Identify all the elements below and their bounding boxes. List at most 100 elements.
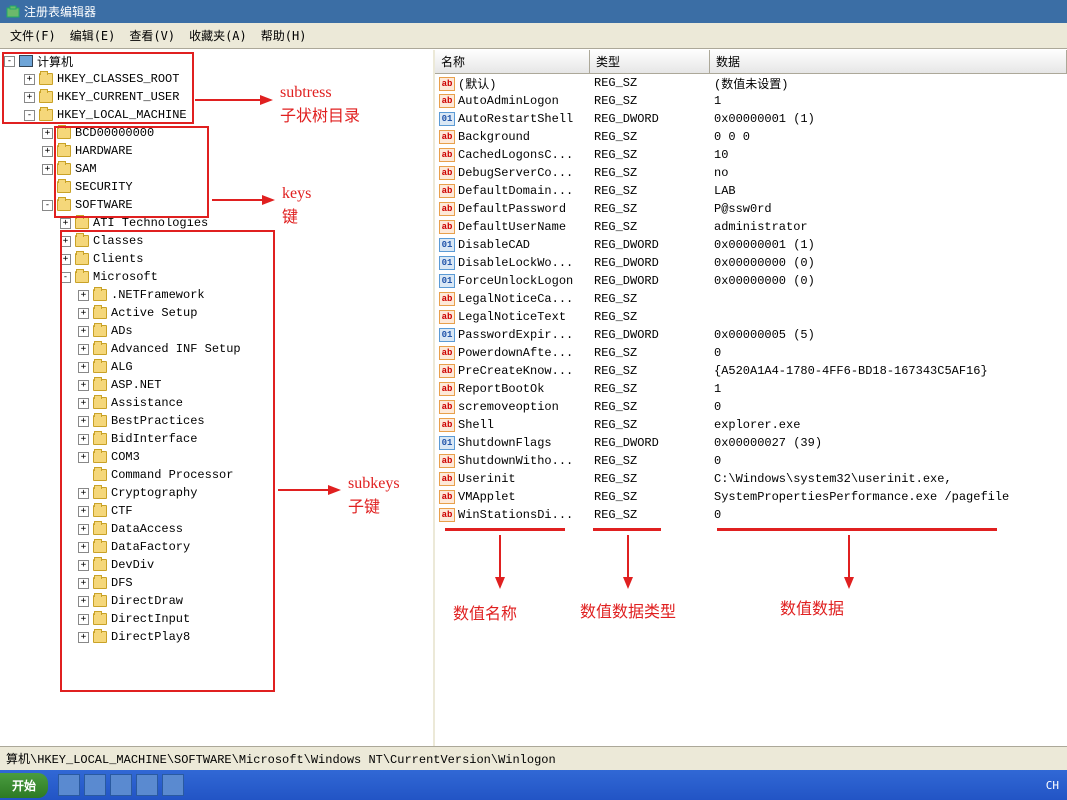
taskbar-icon[interactable]	[110, 774, 132, 796]
value-row[interactable]: abCachedLogonsC...REG_SZ10	[435, 146, 1067, 164]
expand-icon[interactable]: +	[78, 578, 89, 589]
tree-item[interactable]: +DevDiv	[0, 556, 433, 574]
tree-item[interactable]: +.NETFramework	[0, 286, 433, 304]
tree-item[interactable]: +SAM	[0, 160, 433, 178]
menu-view[interactable]: 查看(V)	[123, 25, 181, 46]
taskbar[interactable]: 开始 CH	[0, 770, 1067, 800]
tree-item[interactable]: +ASP.NET	[0, 376, 433, 394]
expand-icon[interactable]: +	[78, 326, 89, 337]
tree-item[interactable]: +BidInterface	[0, 430, 433, 448]
tree-item[interactable]: +Assistance	[0, 394, 433, 412]
taskbar-icon[interactable]	[58, 774, 80, 796]
expand-icon[interactable]: -	[4, 56, 15, 67]
value-row[interactable]: 01DisableLockWo...REG_DWORD0x00000000 (0…	[435, 254, 1067, 272]
expand-icon[interactable]: +	[78, 398, 89, 409]
tree-item[interactable]: +Clients	[0, 250, 433, 268]
value-row[interactable]: abShutdownWitho...REG_SZ0	[435, 452, 1067, 470]
tree-item[interactable]: +Classes	[0, 232, 433, 250]
col-header-name[interactable]: 名称	[435, 50, 590, 73]
expand-icon[interactable]: +	[78, 524, 89, 535]
value-row[interactable]: 01DisableCADREG_DWORD0x00000001 (1)	[435, 236, 1067, 254]
expand-icon[interactable]: +	[78, 452, 89, 463]
tree-item[interactable]: +Cryptography	[0, 484, 433, 502]
value-row[interactable]: 01AutoRestartShellREG_DWORD0x00000001 (1…	[435, 110, 1067, 128]
value-row[interactable]: abAutoAdminLogonREG_SZ1	[435, 92, 1067, 110]
expand-icon[interactable]: +	[78, 416, 89, 427]
tree-root[interactable]: - 计算机	[0, 52, 433, 70]
expand-icon[interactable]: +	[78, 488, 89, 499]
value-row[interactable]: abPreCreateKnow...REG_SZ{A520A1A4-1780-4…	[435, 362, 1067, 380]
col-header-type[interactable]: 类型	[590, 50, 710, 73]
expand-icon[interactable]: +	[78, 506, 89, 517]
taskbar-icon[interactable]	[136, 774, 158, 796]
value-row[interactable]: abBackgroundREG_SZ0 0 0	[435, 128, 1067, 146]
tree-item[interactable]: +BCD00000000	[0, 124, 433, 142]
taskbar-icon[interactable]	[162, 774, 184, 796]
start-button[interactable]: 开始	[0, 773, 48, 798]
expand-icon[interactable]: +	[78, 542, 89, 553]
expand-icon[interactable]: +	[78, 380, 89, 391]
tree-item[interactable]: +DataFactory	[0, 538, 433, 556]
value-row[interactable]: abDebugServerCo...REG_SZno	[435, 164, 1067, 182]
expand-icon[interactable]: +	[42, 164, 53, 175]
expand-icon[interactable]: +	[60, 254, 71, 265]
tree-panel[interactable]: - 计算机 +HKEY_CLASSES_ROOT+HKEY_CURRENT_US…	[0, 50, 435, 746]
expand-icon[interactable]: +	[60, 218, 71, 229]
expand-icon[interactable]: -	[24, 110, 35, 121]
expand-icon[interactable]: -	[60, 272, 71, 283]
tree-item[interactable]: Command Processor	[0, 466, 433, 484]
values-panel[interactable]: 名称 类型 数据 ab(默认)REG_SZ(数值未设置)abAutoAdminL…	[435, 50, 1067, 746]
expand-icon[interactable]: +	[78, 344, 89, 355]
value-row[interactable]: abUserinitREG_SZC:\Windows\system32\user…	[435, 470, 1067, 488]
tree-item[interactable]: +BestPractices	[0, 412, 433, 430]
expand-icon[interactable]: +	[78, 308, 89, 319]
expand-icon[interactable]: +	[78, 434, 89, 445]
tree-item[interactable]: +CTF	[0, 502, 433, 520]
value-row[interactable]: abReportBootOkREG_SZ1	[435, 380, 1067, 398]
tree-item[interactable]: +DataAccess	[0, 520, 433, 538]
value-row[interactable]: abDefaultPasswordREG_SZP@ssw0rd	[435, 200, 1067, 218]
expand-icon[interactable]: +	[78, 560, 89, 571]
expand-icon[interactable]: +	[24, 74, 35, 85]
tree-item[interactable]: +ATI Technologies	[0, 214, 433, 232]
value-row[interactable]: ab(默认)REG_SZ(数值未设置)	[435, 74, 1067, 92]
expand-icon[interactable]: +	[60, 236, 71, 247]
expand-icon[interactable]: +	[42, 146, 53, 157]
value-row[interactable]: abscremoveoptionREG_SZ0	[435, 398, 1067, 416]
tree-item[interactable]: +DirectDraw	[0, 592, 433, 610]
tree-item[interactable]: +ALG	[0, 358, 433, 376]
value-row[interactable]: abPowerdownAfte...REG_SZ0	[435, 344, 1067, 362]
col-header-data[interactable]: 数据	[710, 50, 1067, 73]
expand-icon[interactable]: +	[24, 92, 35, 103]
value-row[interactable]: abDefaultDomain...REG_SZLAB	[435, 182, 1067, 200]
titlebar[interactable]: 注册表编辑器	[0, 0, 1067, 23]
tree-item[interactable]: SECURITY	[0, 178, 433, 196]
value-row[interactable]: abVMAppletREG_SZSystemPropertiesPerforma…	[435, 488, 1067, 506]
tree-item[interactable]: +DirectPlay8	[0, 628, 433, 646]
value-row[interactable]: abLegalNoticeCa...REG_SZ	[435, 290, 1067, 308]
tree-item[interactable]: -HKEY_LOCAL_MACHINE	[0, 106, 433, 124]
expand-icon[interactable]: +	[78, 596, 89, 607]
value-row[interactable]: abWinStationsDi...REG_SZ0	[435, 506, 1067, 524]
tree-item[interactable]: +HARDWARE	[0, 142, 433, 160]
menu-edit[interactable]: 编辑(E)	[64, 25, 122, 46]
expand-icon[interactable]: +	[78, 362, 89, 373]
value-row[interactable]: abDefaultUserNameREG_SZadministrator	[435, 218, 1067, 236]
expand-icon[interactable]: +	[78, 614, 89, 625]
tree-item[interactable]: +DirectInput	[0, 610, 433, 628]
expand-icon[interactable]: +	[42, 128, 53, 139]
expand-icon[interactable]: +	[78, 290, 89, 301]
menu-favorites[interactable]: 收藏夹(A)	[183, 25, 253, 46]
tree-item[interactable]: -Microsoft	[0, 268, 433, 286]
taskbar-icon[interactable]	[84, 774, 106, 796]
menu-help[interactable]: 帮助(H)	[255, 25, 313, 46]
value-row[interactable]: 01PasswordExpir...REG_DWORD0x00000005 (5…	[435, 326, 1067, 344]
tree-item[interactable]: +DFS	[0, 574, 433, 592]
tree-item[interactable]: +Advanced INF Setup	[0, 340, 433, 358]
tree-item[interactable]: +HKEY_CLASSES_ROOT	[0, 70, 433, 88]
taskbar-lang[interactable]: CH	[1038, 779, 1067, 792]
value-row[interactable]: 01ForceUnlockLogonREG_DWORD0x00000000 (0…	[435, 272, 1067, 290]
tree-item[interactable]: +COM3	[0, 448, 433, 466]
expand-icon[interactable]: +	[78, 632, 89, 643]
expand-icon[interactable]: -	[42, 200, 53, 211]
